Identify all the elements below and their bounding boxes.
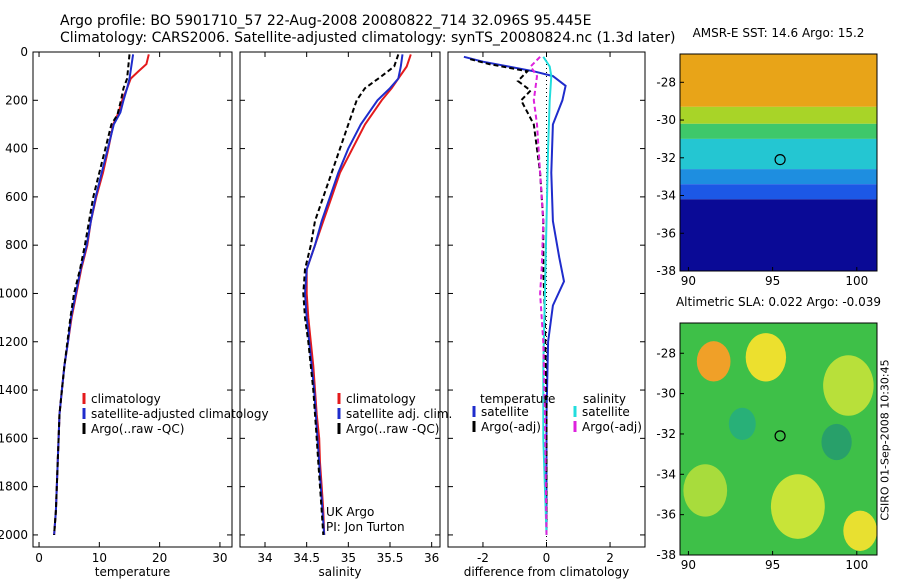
xtick-label: 90 <box>681 274 696 288</box>
xtick-label: 95 <box>765 274 780 288</box>
map-blob <box>823 355 874 416</box>
ytick-label: 1600 <box>0 431 28 445</box>
plot-frame-1 <box>32 51 233 548</box>
ytick-label: 800 <box>5 238 28 252</box>
legend-entry: Argo(..raw -QC) <box>91 422 184 436</box>
ytick-label: 200 <box>5 93 28 107</box>
map-band <box>680 169 877 185</box>
ytick-label: 0 <box>20 45 28 59</box>
map-blob <box>728 407 756 441</box>
xtick-label: 90 <box>681 558 696 572</box>
legend-entry: Argo(..raw -QC) <box>346 422 439 436</box>
ytick-label: -30 <box>656 113 676 127</box>
map-title-1: AMSR-E SST: 14.6 Argo: 15.2 <box>693 26 865 40</box>
xtick-label: 0 <box>35 551 43 565</box>
map-title-2: Altimetric SLA: 0.022 Argo: -0.039 <box>676 295 881 309</box>
ytick-label: 1400 <box>0 383 28 397</box>
xtick-label: 95 <box>765 558 780 572</box>
ytick-label: -36 <box>656 508 676 522</box>
figure-title-line2: Climatology: CARS2006. Satellite-adjuste… <box>60 30 676 46</box>
ytick-label: -34 <box>656 467 676 481</box>
ytick-label: -32 <box>656 427 676 441</box>
map-band <box>680 123 877 139</box>
legend-entry: climatology <box>91 392 161 406</box>
xtick-label: 10 <box>92 551 107 565</box>
xtick-label: -2 <box>477 551 489 565</box>
ytick-label: 400 <box>5 142 28 156</box>
legend-entry: satellite adj. clim. <box>346 407 452 421</box>
series-line-salinity-argo-adj- <box>529 56 548 535</box>
plot-frame-2 <box>239 51 441 548</box>
map-field-1 <box>680 54 877 271</box>
series-line-argo-raw-qc- <box>53 54 131 535</box>
legend-entry: satellite <box>481 405 529 419</box>
map-band <box>680 199 877 271</box>
x-axis-label: difference from climatology <box>464 565 630 579</box>
ytick-label: -38 <box>656 548 676 562</box>
map-band <box>680 184 877 200</box>
legend-entry: satellite <box>582 405 630 419</box>
map-blob <box>821 423 852 461</box>
ytick-label: 2000 <box>0 528 28 542</box>
map-frame-1 <box>679 53 878 272</box>
xtick-label: 100 <box>845 274 868 288</box>
map-band <box>680 106 877 124</box>
legend-title-temperature: temperature <box>480 392 555 406</box>
ytick-label: 600 <box>5 190 28 204</box>
legend-entry: Argo(-adj) <box>582 420 642 434</box>
ytick-label: -38 <box>656 264 676 278</box>
ytick-label: 1000 <box>0 286 28 300</box>
xtick-label: 2 <box>606 551 614 565</box>
map-field-2 <box>680 323 877 555</box>
ytick-label: -32 <box>656 151 676 165</box>
xtick-label: 100 <box>845 558 868 572</box>
legend-entry: Argo(-adj) <box>481 420 541 434</box>
figure-title-line1: Argo profile: BO 5901710_57 22-Aug-2008 … <box>60 13 592 29</box>
x-axis-label: temperature <box>95 565 170 579</box>
ytick-label: 1800 <box>0 480 28 494</box>
xtick-label: 30 <box>212 551 227 565</box>
ytick-label: -28 <box>656 75 676 89</box>
map-blob <box>745 333 787 382</box>
profile-location-marker <box>774 153 786 166</box>
ytick-label: -28 <box>656 346 676 360</box>
x-axis-label: salinity <box>318 565 361 579</box>
legend-entry: satellite-adjusted climatology <box>91 407 269 421</box>
map-blob <box>696 341 731 382</box>
xtick-label: 35 <box>341 551 356 565</box>
map-blob <box>683 464 728 517</box>
xtick-label: 35.5 <box>377 551 404 565</box>
xtick-label: 34 <box>257 551 272 565</box>
legend-entry: climatology <box>346 392 416 406</box>
series-line-argo-raw-qc- <box>302 54 400 535</box>
ytick-label: 1200 <box>0 335 28 349</box>
ytick-label: -36 <box>656 226 676 240</box>
map-blob <box>843 510 877 551</box>
ytick-label: -34 <box>656 189 676 203</box>
map-blob <box>770 474 825 539</box>
legend-title-salinity: salinity <box>583 392 626 406</box>
annotation-text: PI: Jon Turton <box>326 520 405 534</box>
xtick-label: 0 <box>543 551 551 565</box>
series-line-temperature-satellite <box>463 55 567 535</box>
map-band <box>680 54 877 107</box>
xtick-label: 36 <box>424 551 439 565</box>
xtick-label: 20 <box>152 551 167 565</box>
xtick-label: 34.5 <box>293 551 320 565</box>
series-line-salinity-satellite <box>542 56 553 535</box>
map-frame-2 <box>679 322 878 556</box>
ytick-label: -30 <box>656 387 676 401</box>
profile-location-marker <box>774 430 786 442</box>
annotation-text: UK Argo <box>326 505 374 519</box>
